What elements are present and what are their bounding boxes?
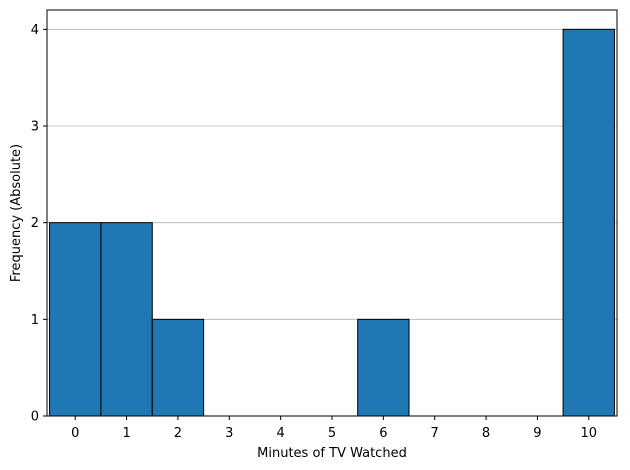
x-tick-label: 4 bbox=[277, 426, 285, 441]
x-tick-label: 10 bbox=[580, 426, 597, 441]
y-tick-label: 1 bbox=[31, 313, 39, 328]
histogram-bar bbox=[357, 318, 410, 417]
histogram-bar bbox=[151, 318, 205, 417]
x-tick-label: 2 bbox=[174, 426, 182, 441]
x-tick-label: 5 bbox=[328, 426, 336, 441]
histogram-bar bbox=[49, 222, 102, 417]
y-tick-label: 3 bbox=[31, 120, 39, 135]
x-tick-label: 0 bbox=[71, 426, 79, 441]
histogram-bar bbox=[100, 222, 153, 417]
y-tick-label: 0 bbox=[31, 410, 39, 425]
ticks: 0 1 2 3 4 0 1 2 3 4 5 6 7 8 9 10 bbox=[31, 23, 597, 441]
x-tick-label: 9 bbox=[533, 426, 541, 441]
histogram-bar bbox=[562, 28, 615, 417]
x-tick-label: 3 bbox=[225, 426, 233, 441]
x-tick-label: 7 bbox=[431, 426, 439, 441]
x-tick-label: 8 bbox=[482, 426, 490, 441]
x-tick-label: 6 bbox=[379, 426, 387, 441]
x-axis-label: Minutes of TV Watched bbox=[257, 446, 407, 461]
y-axis-label: Frequency (Absolute) bbox=[9, 144, 24, 282]
bars bbox=[49, 28, 615, 417]
y-tick-label: 2 bbox=[31, 216, 39, 231]
x-tick-label: 1 bbox=[122, 426, 130, 441]
y-tick-label: 4 bbox=[31, 23, 39, 38]
